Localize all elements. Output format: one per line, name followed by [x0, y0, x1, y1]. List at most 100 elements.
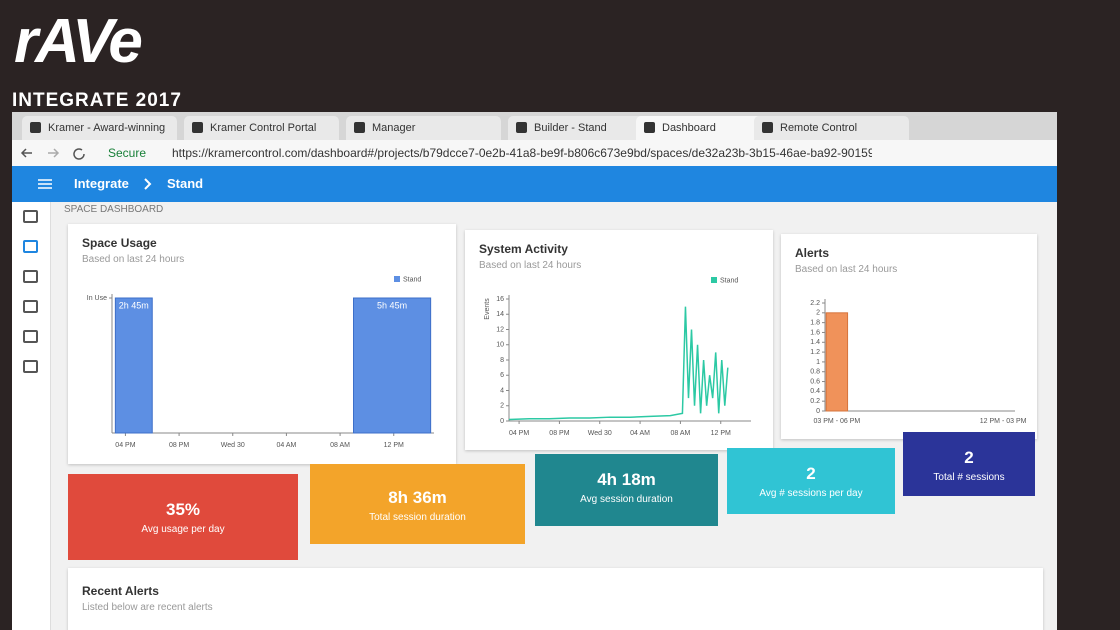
y-tick-label: 10 — [496, 342, 504, 349]
nav-icon[interactable] — [23, 270, 38, 283]
chart: In Use 04 PM 08 PM Wed 30 04 AM 08 AM 12 PM Sta… — [87, 276, 434, 449]
x-tick-label: 08 PM — [549, 430, 569, 437]
section-title: Recent Alerts — [82, 584, 159, 598]
x-tick-label: 08 AM — [330, 442, 350, 449]
x-tick-label: 04 PM — [115, 442, 135, 449]
stat-label: Avg usage per day — [141, 524, 225, 535]
tab-title: Dashboard — [662, 122, 716, 134]
legend-label: Stand — [403, 276, 421, 283]
tab[interactable]: Kramer - Award-winning — [22, 116, 177, 140]
tab-title: Manager — [372, 122, 416, 134]
chart-card: System Activity Based on last 24 hours 0… — [465, 230, 773, 450]
chart-subtitle: Based on last 24 hours — [479, 260, 582, 271]
nav-buttons[interactable] — [20, 146, 90, 160]
y-tick-label: 4 — [500, 387, 504, 394]
stat-label: Avg session duration — [580, 494, 673, 505]
stat-tile: 8h 36m Total session duration — [310, 464, 525, 544]
nav-icon[interactable] — [23, 330, 38, 343]
y-tick-label: 0 — [500, 418, 504, 425]
app-header: Integrate Stand — [12, 166, 1057, 202]
logo: rAVe — [14, 7, 143, 76]
chart-card: Space Usage Based on last 24 hours In Us… — [68, 224, 456, 464]
chart: 0 2 4 6 8 10 12 14 16 Events 04 PM 08 PM Wed 30 04 AM… — [484, 277, 751, 437]
tab-title: Kramer - Award-winning — [48, 122, 166, 134]
stat-tile: 2 Total # sessions — [903, 432, 1035, 496]
y-tick-label: 16 — [496, 296, 504, 303]
chart-title: System Activity — [479, 242, 568, 256]
x-tick-label: 12 PM — [384, 442, 404, 449]
legend-swatch — [711, 277, 717, 283]
line-series — [508, 306, 729, 421]
address-bar: Secure https://kramercontrol.com/dashboa… — [12, 140, 1057, 167]
browser-window: Kramer - Award-winning Kramer Control Po… — [12, 112, 1057, 630]
stat-value: 2 — [806, 464, 816, 483]
y-tick-label: 14 — [496, 311, 504, 318]
url[interactable]: https://kramercontrol.com/dashboard#/pro… — [172, 146, 872, 160]
stat-label: Total # sessions — [933, 472, 1005, 483]
event-name: INTEGRATE 2017 — [12, 90, 182, 111]
breadcrumb: Stand — [167, 176, 204, 191]
nav-icon[interactable] — [23, 240, 38, 253]
x-tick-label: 08 PM — [169, 442, 189, 449]
y-tick-label: 8 — [500, 357, 504, 364]
stat-tile: 35% Avg usage per day — [68, 474, 298, 560]
y-tick-label: 0.4 — [810, 388, 820, 395]
chevron — [144, 178, 152, 190]
y-axis-label: Events — [484, 298, 491, 320]
stat-value: 8h 36m — [388, 488, 447, 507]
x-tick-label: 08 AM — [670, 430, 690, 437]
legend-swatch — [394, 276, 400, 282]
stat-label: Avg # sessions per day — [759, 488, 863, 499]
x-tick-label: Wed 30 — [588, 430, 612, 437]
y-tick-label: 6 — [500, 372, 504, 379]
nav-icon[interactable] — [23, 210, 38, 223]
x-tick-label: 04 AM — [630, 430, 650, 437]
x-tick-label: 12 PM - 03 PM — [980, 418, 1027, 425]
chart: 0 0.2 0.4 0.6 0.8 1 1.2 1.4 1.6 1.8 2 2.2 03 PM - 06… — [810, 299, 1027, 425]
sidebar — [12, 202, 51, 630]
nav-icon[interactable] — [23, 360, 38, 373]
nav-icon[interactable] — [23, 300, 38, 313]
chart-title: Alerts — [795, 246, 830, 260]
breadcrumb[interactable]: Integrate — [74, 176, 129, 191]
tab-title: Builder - Stand — [534, 122, 607, 134]
x-tick-label: Wed 30 — [221, 442, 245, 449]
y-tick-label: 0.8 — [810, 369, 820, 376]
bar — [825, 312, 849, 412]
y-tick-label: 12 — [496, 326, 504, 333]
menu-icon[interactable] — [38, 179, 52, 189]
y-tick-label: In Use — [87, 295, 107, 302]
chart-subtitle: Based on last 24 hours — [795, 264, 898, 275]
stat-tile: 2 Avg # sessions per day — [727, 448, 895, 514]
stat-value: 4h 18m — [597, 470, 656, 489]
tab-bar: Kramer - Award-winning Kramer Control Po… — [12, 112, 1057, 140]
y-tick-label: 0.6 — [810, 378, 820, 385]
recent-alerts-card: Recent Alerts Listed below are recent al… — [68, 568, 1043, 630]
y-tick-label: 2 — [500, 403, 504, 410]
y-tick-label: 2 — [816, 310, 820, 317]
x-tick-label: 04 PM — [509, 430, 529, 437]
usage-block — [353, 297, 432, 434]
stat-label: Total session duration — [369, 512, 466, 523]
usage-block — [114, 297, 153, 434]
y-tick-label: 0.2 — [810, 398, 820, 405]
y-tick-label: 0 — [816, 408, 820, 415]
y-tick-label: 1.8 — [810, 319, 820, 326]
section-subtitle: Listed below are recent alerts — [82, 602, 213, 613]
legend-label: Stand — [720, 277, 738, 284]
x-tick-label: 12 PM — [711, 430, 731, 437]
y-tick-label: 1.2 — [810, 349, 820, 356]
secure-label: Secure — [108, 146, 147, 160]
x-tick-label: 04 AM — [276, 442, 296, 449]
y-tick-label: 2.2 — [810, 300, 820, 307]
tab[interactable]: Kramer Control Portal — [184, 116, 339, 140]
y-tick-label: 1 — [816, 359, 820, 366]
tab[interactable]: Remote Control — [754, 116, 909, 140]
value-label: 2h 45m — [119, 300, 149, 310]
tab[interactable]: Manager — [346, 116, 501, 140]
y-tick-label: 1.6 — [810, 329, 820, 336]
x-tick-label: 03 PM - 06 PM — [814, 418, 861, 425]
page-title: SPACE DASHBOARD — [64, 204, 164, 215]
y-tick-label: 1.4 — [810, 339, 820, 346]
